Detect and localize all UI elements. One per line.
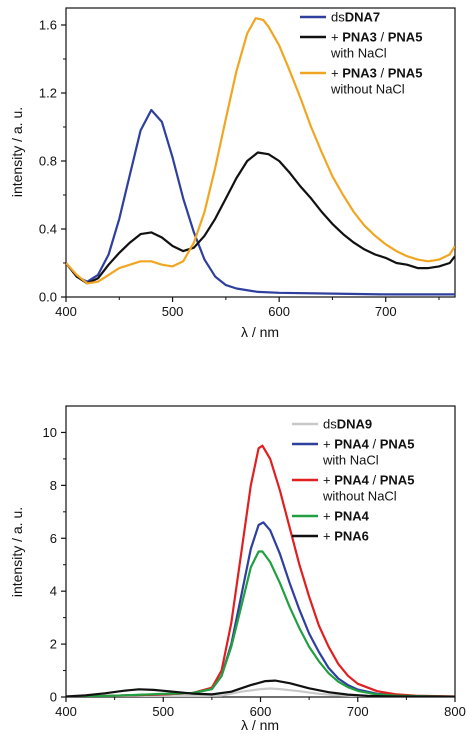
series-line-5 xyxy=(66,679,455,697)
legend-label-3: + PNA3 / PNA5 xyxy=(331,66,422,81)
legend-label-2: + PNA4 / PNA5 xyxy=(323,437,414,452)
legend-text-part: + xyxy=(323,473,334,488)
legend-text-part: / xyxy=(369,437,380,452)
x-axis-label: λ / nm xyxy=(241,324,279,340)
y-tick-label: 0.4 xyxy=(39,222,57,237)
x-tick-label: 500 xyxy=(152,704,174,719)
legend-text-bold: PNA4 xyxy=(334,473,369,488)
chart-1: 400 500 600 700 0.0 0.4 0.8 1.2 1.6 λ / nm intensi… xyxy=(9,7,456,340)
series-line-2 xyxy=(66,521,455,697)
legend-sublabel-3: without NaCl xyxy=(322,489,397,504)
legend-text-part: + xyxy=(331,66,342,81)
legend-text-bold: PNA5 xyxy=(380,473,415,488)
legend-text-part: + xyxy=(323,509,334,524)
y-tick-label: 1.6 xyxy=(39,18,57,33)
x-tick-label: 500 xyxy=(162,304,184,319)
y-tick-label: 0 xyxy=(50,690,57,705)
y-tick-label: 2 xyxy=(50,637,57,652)
legend-text-part: ds xyxy=(323,417,337,432)
x-tick-label: 700 xyxy=(347,704,369,719)
legend-text-bold: DNA9 xyxy=(337,417,372,432)
legend-label-4: + PNA4 xyxy=(323,509,370,524)
legend-label-1: dsDNA7 xyxy=(331,10,380,25)
legend-text-bold: DNA7 xyxy=(345,10,380,25)
legend-text-bold: PNA6 xyxy=(334,529,369,544)
series-line-2 xyxy=(66,151,455,285)
legend-text-part: ds xyxy=(331,10,345,25)
legend-text-bold: PNA5 xyxy=(380,437,415,452)
plot-frame xyxy=(65,7,456,298)
y-tick-label: 8 xyxy=(50,478,57,493)
legend-label-3: + PNA4 / PNA5 xyxy=(323,473,414,488)
y-axis-label: intensity / a. u. xyxy=(9,507,25,597)
legend-text-part: / xyxy=(377,66,388,81)
series-line-4 xyxy=(66,550,455,697)
legend-text-part: / xyxy=(377,30,388,45)
y-tick-label: 10 xyxy=(43,425,57,440)
legend-text-bold: PNA5 xyxy=(388,30,423,45)
legend-text-part: + xyxy=(331,30,342,45)
legend-text-part: / xyxy=(369,473,380,488)
series-line-1 xyxy=(66,687,455,697)
legend-sublabel-2: with NaCl xyxy=(322,453,379,468)
x-tick-label: 700 xyxy=(375,304,397,319)
legend-sublabel-2: with NaCl xyxy=(330,46,387,61)
legend-label-1: dsDNA9 xyxy=(323,417,372,432)
y-tick-label: 4 xyxy=(50,584,57,599)
y-tick-label: 6 xyxy=(50,531,57,546)
x-tick-label: 400 xyxy=(55,304,77,319)
x-tick-label: 400 xyxy=(55,704,77,719)
series-line-3 xyxy=(66,17,455,285)
legend-text-bold: PNA4 xyxy=(334,437,369,452)
chart-2: 400 500 600 700 800 0 2 4 6 8 10 λ / nm intensity / … xyxy=(9,405,466,733)
y-tick-label: 0.8 xyxy=(39,154,57,169)
y-tick-label: 0.0 xyxy=(39,290,57,305)
legend-sublabel-3: without NaCl xyxy=(330,82,405,97)
legend-text-part: + xyxy=(323,437,334,452)
legend-text-bold: PNA3 xyxy=(342,30,377,45)
x-axis-label: λ / nm xyxy=(241,717,279,733)
x-tick-label: 600 xyxy=(250,704,272,719)
x-tick-label: 600 xyxy=(268,304,290,319)
legend-label-5: + PNA6 xyxy=(323,529,369,544)
legend-text-bold: PNA4 xyxy=(334,509,369,524)
legend-text-bold: PNA5 xyxy=(388,66,423,81)
legend-text-bold: PNA3 xyxy=(342,66,377,81)
y-axis-label: intensity / a. u. xyxy=(9,107,25,197)
legend-text-part: + xyxy=(323,529,334,544)
y-tick-label: 1.2 xyxy=(39,86,57,101)
legend-label-2: + PNA3 / PNA5 xyxy=(331,30,422,45)
x-tick-label: 800 xyxy=(444,704,466,719)
series-line-1 xyxy=(66,108,455,296)
